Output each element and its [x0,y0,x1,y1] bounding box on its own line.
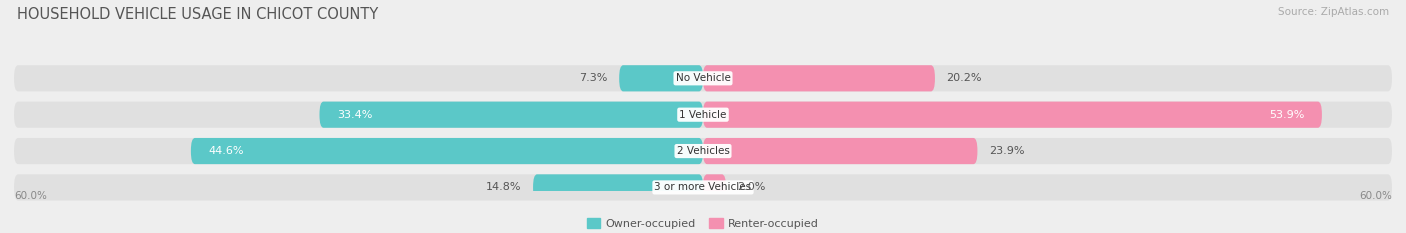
FancyBboxPatch shape [619,65,703,91]
Text: 60.0%: 60.0% [14,191,46,201]
Text: 7.3%: 7.3% [579,73,607,83]
FancyBboxPatch shape [533,174,703,201]
FancyBboxPatch shape [703,102,1322,128]
Text: 44.6%: 44.6% [208,146,243,156]
FancyBboxPatch shape [703,138,977,164]
Text: 3 or more Vehicles: 3 or more Vehicles [654,182,752,192]
FancyBboxPatch shape [703,174,725,201]
Text: Source: ZipAtlas.com: Source: ZipAtlas.com [1278,7,1389,17]
Text: 53.9%: 53.9% [1270,110,1305,120]
Text: 33.4%: 33.4% [336,110,373,120]
FancyBboxPatch shape [703,65,935,91]
Text: 20.2%: 20.2% [946,73,981,83]
FancyBboxPatch shape [14,65,1392,91]
Legend: Owner-occupied, Renter-occupied: Owner-occupied, Renter-occupied [582,214,824,233]
Text: 1 Vehicle: 1 Vehicle [679,110,727,120]
Text: 23.9%: 23.9% [988,146,1025,156]
FancyBboxPatch shape [14,174,1392,201]
FancyBboxPatch shape [14,138,1392,164]
FancyBboxPatch shape [191,138,703,164]
Text: HOUSEHOLD VEHICLE USAGE IN CHICOT COUNTY: HOUSEHOLD VEHICLE USAGE IN CHICOT COUNTY [17,7,378,22]
Text: No Vehicle: No Vehicle [675,73,731,83]
Text: 2 Vehicles: 2 Vehicles [676,146,730,156]
FancyBboxPatch shape [319,102,703,128]
Text: 14.8%: 14.8% [486,182,522,192]
FancyBboxPatch shape [14,102,1392,128]
Text: 2.0%: 2.0% [738,182,766,192]
Text: 60.0%: 60.0% [1360,191,1392,201]
